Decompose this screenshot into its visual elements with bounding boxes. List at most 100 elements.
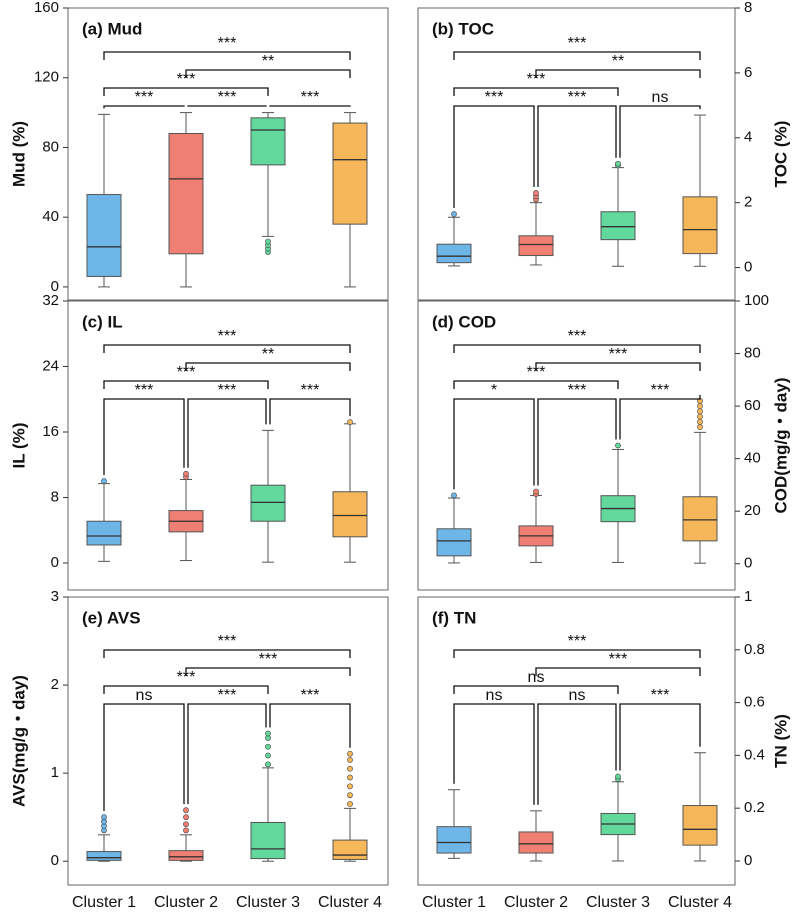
y-tick-label: 0 — [744, 259, 752, 276]
significance-bracket — [453, 398, 535, 490]
significance-label: *** — [301, 89, 320, 106]
significance-label: *** — [218, 633, 237, 650]
y-axis-label: IL (%) — [9, 423, 28, 469]
significance-label: ** — [612, 53, 624, 70]
significance-bracket — [537, 703, 617, 805]
significance-label: ** — [262, 53, 274, 70]
box — [250, 484, 286, 522]
y-tick-label: 40 — [744, 450, 761, 467]
significance-label: *** — [218, 382, 237, 399]
y-axis-label: Mud (%) — [9, 121, 28, 187]
outlier — [183, 807, 189, 814]
y-tick-label: 100 — [744, 292, 769, 309]
y-tick-label: 0.2 — [744, 799, 765, 816]
box — [86, 851, 122, 861]
significance-bracket — [535, 667, 701, 676]
y-tick-label: 1 — [744, 588, 752, 605]
box — [600, 211, 636, 241]
significance-label: *** — [135, 89, 154, 106]
significance-label: *** — [527, 71, 546, 88]
box — [250, 117, 286, 166]
y-tick-label: 0 — [744, 852, 752, 869]
panel-title: (d) COD — [432, 312, 496, 331]
outlier — [265, 238, 271, 245]
outlier — [183, 821, 189, 828]
outlier — [697, 418, 703, 425]
y-tick-label: 40 — [42, 208, 59, 225]
y-tick-label: 0 — [51, 554, 59, 571]
outlier — [697, 408, 703, 415]
significance-label: *** — [609, 346, 628, 363]
box — [436, 528, 472, 557]
plot-frame — [417, 7, 736, 301]
outlier — [265, 761, 271, 768]
outlier — [347, 792, 353, 799]
y-tick-label: 24 — [42, 357, 59, 374]
significance-bracket — [453, 51, 701, 60]
outlier — [347, 750, 353, 757]
significance-bracket — [185, 69, 351, 78]
significance-label: *** — [218, 687, 237, 704]
y-tick-label: 20 — [744, 502, 761, 519]
box — [682, 196, 718, 255]
outlier — [347, 801, 353, 807]
y-axis-label: TN (%) — [771, 714, 790, 768]
significance-label: ** — [262, 346, 274, 363]
significance-bracket — [535, 69, 701, 78]
y-tick-label: 0.4 — [744, 746, 765, 763]
outlier — [101, 478, 107, 485]
outlier — [697, 413, 703, 420]
outlier — [265, 743, 271, 750]
y-axis-label: AVS(mg/g・day) — [9, 675, 28, 807]
outlier — [451, 492, 457, 499]
significance-bracket — [453, 87, 619, 96]
significance-label: *** — [527, 364, 546, 381]
y-tick-label: 120 — [34, 69, 59, 86]
outlier — [615, 160, 621, 167]
significance-label: *** — [135, 382, 154, 399]
significance-bracket — [619, 105, 701, 158]
outlier — [533, 190, 539, 196]
significance-bracket — [103, 380, 269, 389]
plot-frame — [417, 300, 736, 591]
significance-bracket — [103, 703, 185, 812]
significance-label: *** — [218, 35, 237, 52]
outlier — [697, 424, 703, 431]
y-axis-label: COD(mg/g・day) — [771, 378, 790, 514]
plot-frame — [67, 7, 389, 301]
y-tick-label: 0 — [51, 278, 59, 295]
outlier — [183, 814, 189, 821]
outlier — [697, 403, 703, 409]
x-tick-label: Cluster 4 — [668, 894, 732, 911]
box — [86, 520, 122, 546]
outlier — [347, 419, 353, 426]
significance-label: *** — [485, 89, 504, 106]
significance-label: *** — [177, 669, 196, 686]
box — [250, 821, 286, 860]
panel-title: (a) Mud — [82, 19, 142, 38]
plot-frame — [67, 596, 389, 886]
outlier — [347, 765, 353, 772]
significance-label: ns — [528, 669, 545, 686]
significance-label: *** — [651, 687, 670, 704]
panel-title: (f) TN — [432, 608, 476, 627]
significance-label: *** — [177, 71, 196, 88]
box — [518, 831, 554, 854]
outlier — [347, 783, 353, 790]
significance-bracket — [269, 105, 351, 107]
significance-label: *** — [218, 328, 237, 345]
y-tick-label: 0 — [744, 555, 752, 572]
significance-bracket — [619, 703, 701, 771]
panel-title: (e) AVS — [82, 608, 141, 627]
y-tick-label: 32 — [42, 292, 59, 309]
outlier — [615, 442, 621, 449]
significance-label: *** — [568, 328, 587, 345]
x-tick-label: Cluster 2 — [504, 894, 568, 911]
significance-label: *** — [218, 89, 237, 106]
outlier — [615, 773, 621, 780]
significance-label: *** — [651, 382, 670, 399]
outlier — [265, 730, 271, 737]
y-tick-label: 2 — [51, 676, 59, 693]
significance-bracket — [537, 105, 617, 187]
significance-bracket — [537, 398, 617, 486]
